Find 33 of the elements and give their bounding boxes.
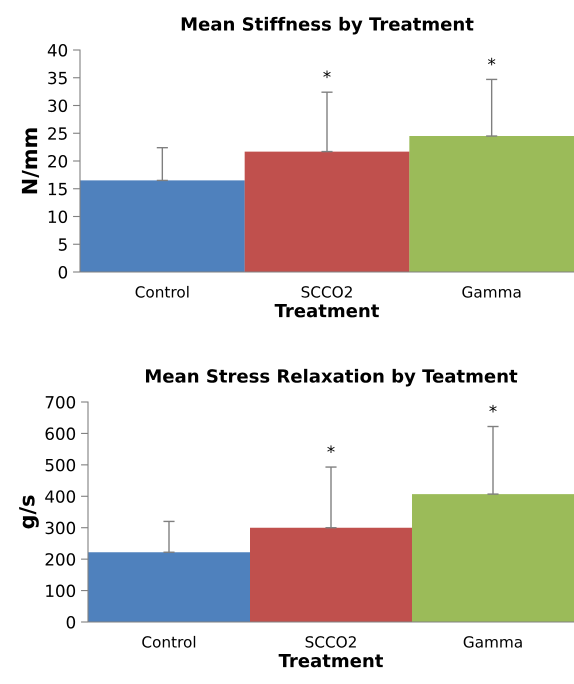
annotation: *	[323, 70, 331, 78]
chart-title: Mean Stress Relaxation by Teatment	[146, 368, 518, 386]
x-axis-title: Treatment	[278, 654, 384, 668]
y-tick-label: 200	[46, 553, 76, 566]
x-tick-label: Control	[136, 286, 189, 298]
x-tick-label: Gamma	[462, 286, 520, 298]
y-tick-label: 400	[45, 490, 76, 503]
y-tick-label: 300	[46, 522, 76, 534]
y-tick-label: 25	[48, 127, 67, 140]
chart-title: Mean Stiffness by Treatment	[182, 16, 474, 34]
x-axis-title: Treatment	[274, 304, 380, 318]
x-tick-label: Control	[142, 636, 196, 648]
y-tick-label: 5	[58, 238, 67, 251]
y-tick-label: 100	[46, 584, 76, 598]
y-tick-label: 40	[48, 44, 68, 57]
y-tick-label: 600	[46, 427, 76, 440]
y-tick-label: 500	[46, 458, 76, 472]
y-tick-label: 30	[48, 99, 68, 112]
annotation: *	[488, 58, 496, 66]
y-tick-label: 10	[48, 210, 68, 224]
y-tick-label: 20	[48, 154, 68, 168]
y-tick-label: 0	[58, 266, 68, 279]
annotation: *	[327, 445, 335, 453]
x-tick-label: SCCO2	[306, 636, 356, 648]
y-tick-label: 700	[46, 396, 76, 409]
y-tick-label: 15	[48, 182, 67, 196]
annotation: *	[489, 404, 497, 412]
y-tick-label: 0	[66, 616, 76, 629]
y-axis-title: g/s	[19, 496, 39, 529]
x-tick-label: SCCO2	[302, 286, 352, 298]
y-axis-title: N/mm	[22, 128, 40, 194]
y-tick-label: 35	[48, 72, 67, 84]
x-tick-label: Gamma	[464, 636, 522, 648]
